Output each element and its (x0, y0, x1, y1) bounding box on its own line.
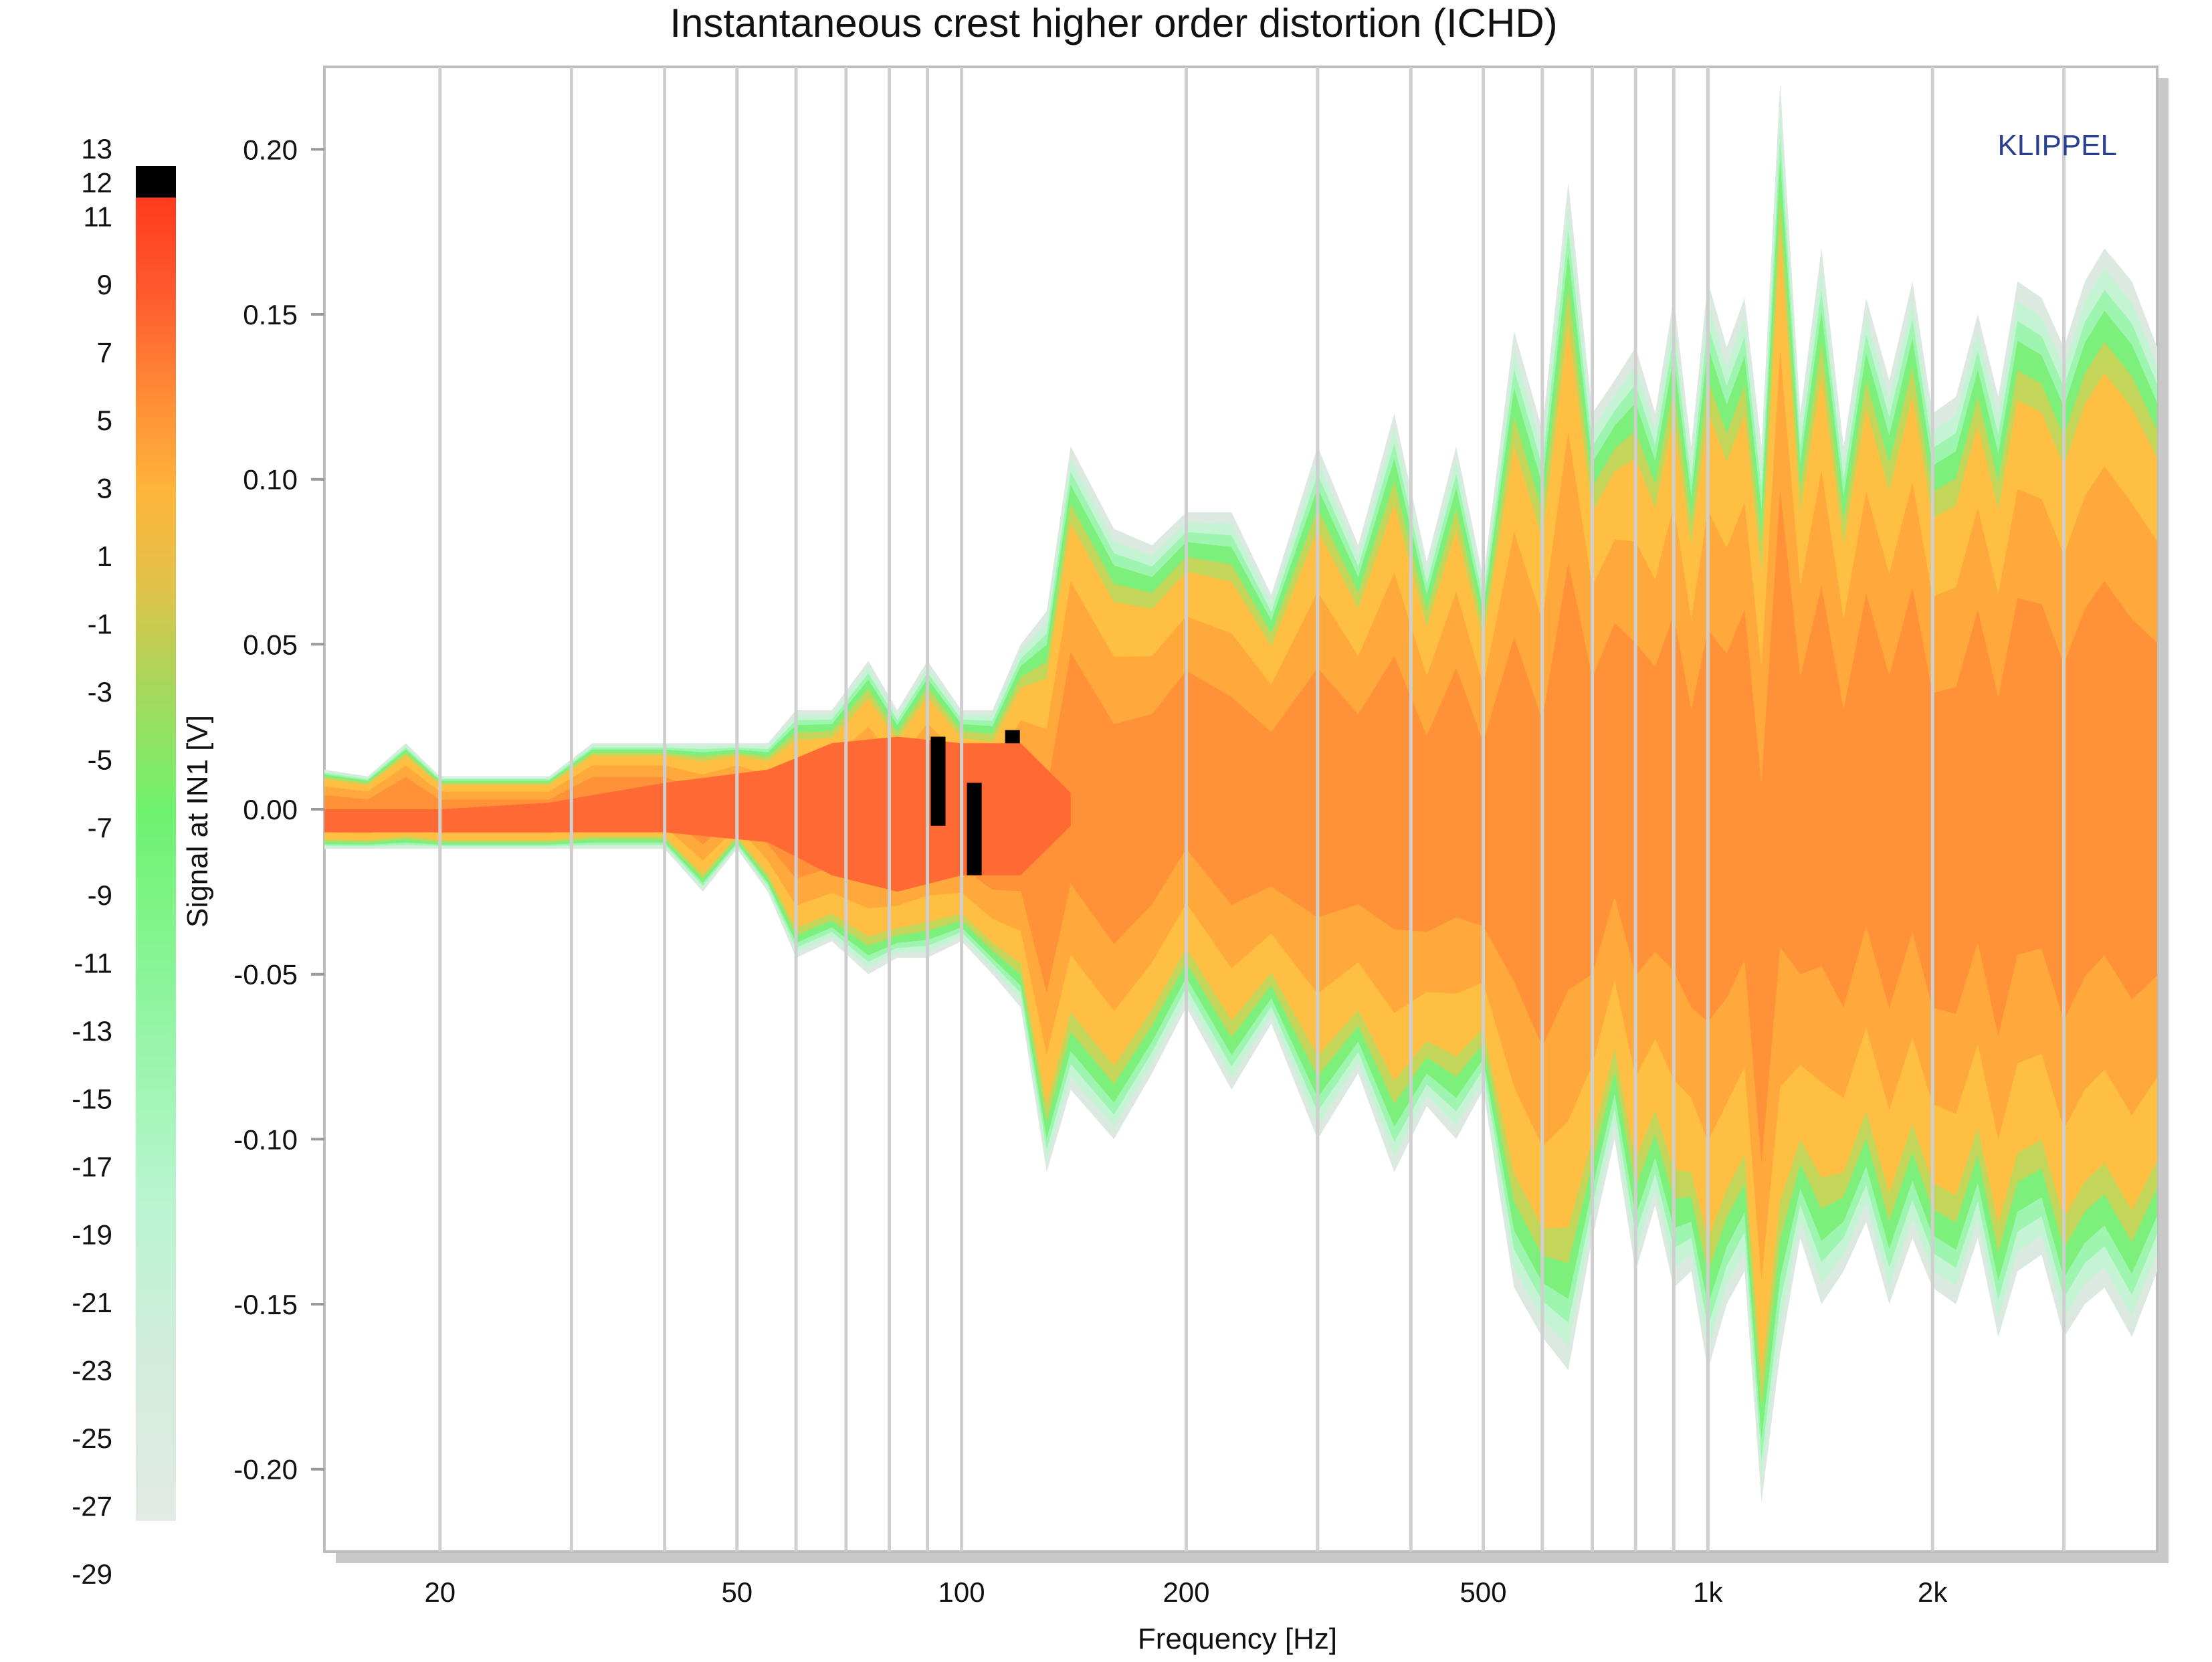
colorbar-tick-label: 13 (81, 133, 112, 165)
x-tick-label: 500 (1460, 1576, 1506, 1608)
colorbar-tick-label: -15 (72, 1083, 112, 1115)
heat-layers (324, 83, 2157, 1503)
y-tick-label: 0.15 (243, 299, 298, 330)
colorbar-tick-label: -11 (74, 948, 112, 979)
gridlines (438, 67, 2066, 1552)
hotspot-mark (1005, 730, 1020, 744)
contour-core (324, 736, 1071, 892)
colorbar-tick-label: -19 (72, 1219, 112, 1251)
y-tick-label: -0.20 (233, 1454, 298, 1485)
contour-layer-7 (324, 490, 2157, 1164)
colorbar (136, 166, 176, 1521)
colorbar-tick-label: -17 (72, 1151, 112, 1182)
x-tick-label: 100 (938, 1576, 985, 1608)
colorbar-tick-label: -5 (88, 744, 112, 775)
colorbar-tick-label: -21 (72, 1287, 112, 1318)
colorbar-tick-label: 11 (83, 201, 112, 232)
colorbar-tick-label: -25 (72, 1423, 112, 1454)
colorbar-tick-label: -1 (88, 608, 112, 639)
klippel-watermark: KLIPPEL (1997, 129, 2117, 162)
y-tick-label: 0.20 (243, 134, 298, 165)
x-tick-label: 2k (1918, 1576, 1948, 1608)
x-axis-label: Frequency [Hz] (1138, 1623, 1337, 1655)
colorbar-tick-label: -23 (72, 1355, 112, 1386)
colorbar-tick-label: 1 (97, 540, 112, 572)
y-tick-label: 0.00 (243, 794, 298, 825)
x-tick-label: 50 (721, 1576, 752, 1608)
y-axis-ticks: 0.20 0.15 0.10 0.05 0.00 -0.05 -0.10 -0.15 -0.20 (233, 134, 324, 1485)
colorbar-tick-label: 5 (97, 405, 112, 436)
y-tick-label: -0.15 (233, 1289, 298, 1320)
chart-title: Instantaneous crest higher order distort… (670, 1, 1557, 45)
colorbar-tick-label: 3 (97, 472, 112, 504)
colorbar-tick-label: -13 (72, 1015, 112, 1047)
colorbar-tick-label: 12 (81, 167, 112, 199)
colorbar-tick-label: 9 (97, 269, 112, 300)
y-tick-label: 0.10 (243, 464, 298, 496)
x-tick-label: 20 (424, 1576, 456, 1608)
plot-content (324, 67, 2157, 1552)
colorbar-tick-label: -3 (88, 676, 112, 708)
colorbar-tick-label: 7 (97, 336, 112, 368)
y-axis-label: Signal at IN1 [V] (181, 715, 214, 928)
x-tick-label: 1k (1693, 1576, 1723, 1608)
colorbar-tick-label: -29 (72, 1558, 112, 1590)
hotspots (930, 730, 1020, 875)
x-tick-label: 200 (1163, 1576, 1209, 1608)
hotspot-mark (967, 783, 982, 875)
colorbar-tick-label: -9 (88, 879, 112, 911)
colorbar-tick-label: -27 (72, 1491, 112, 1522)
colorbar-tick-label: -7 (88, 812, 112, 843)
x-axis-ticks: 20 50 100 200 500 1k 2k (424, 1576, 1948, 1608)
y-tick-label: -0.10 (233, 1124, 298, 1155)
y-tick-label: -0.05 (233, 959, 298, 991)
y-tick-label: 0.05 (243, 629, 298, 660)
hotspot-mark (930, 736, 946, 826)
